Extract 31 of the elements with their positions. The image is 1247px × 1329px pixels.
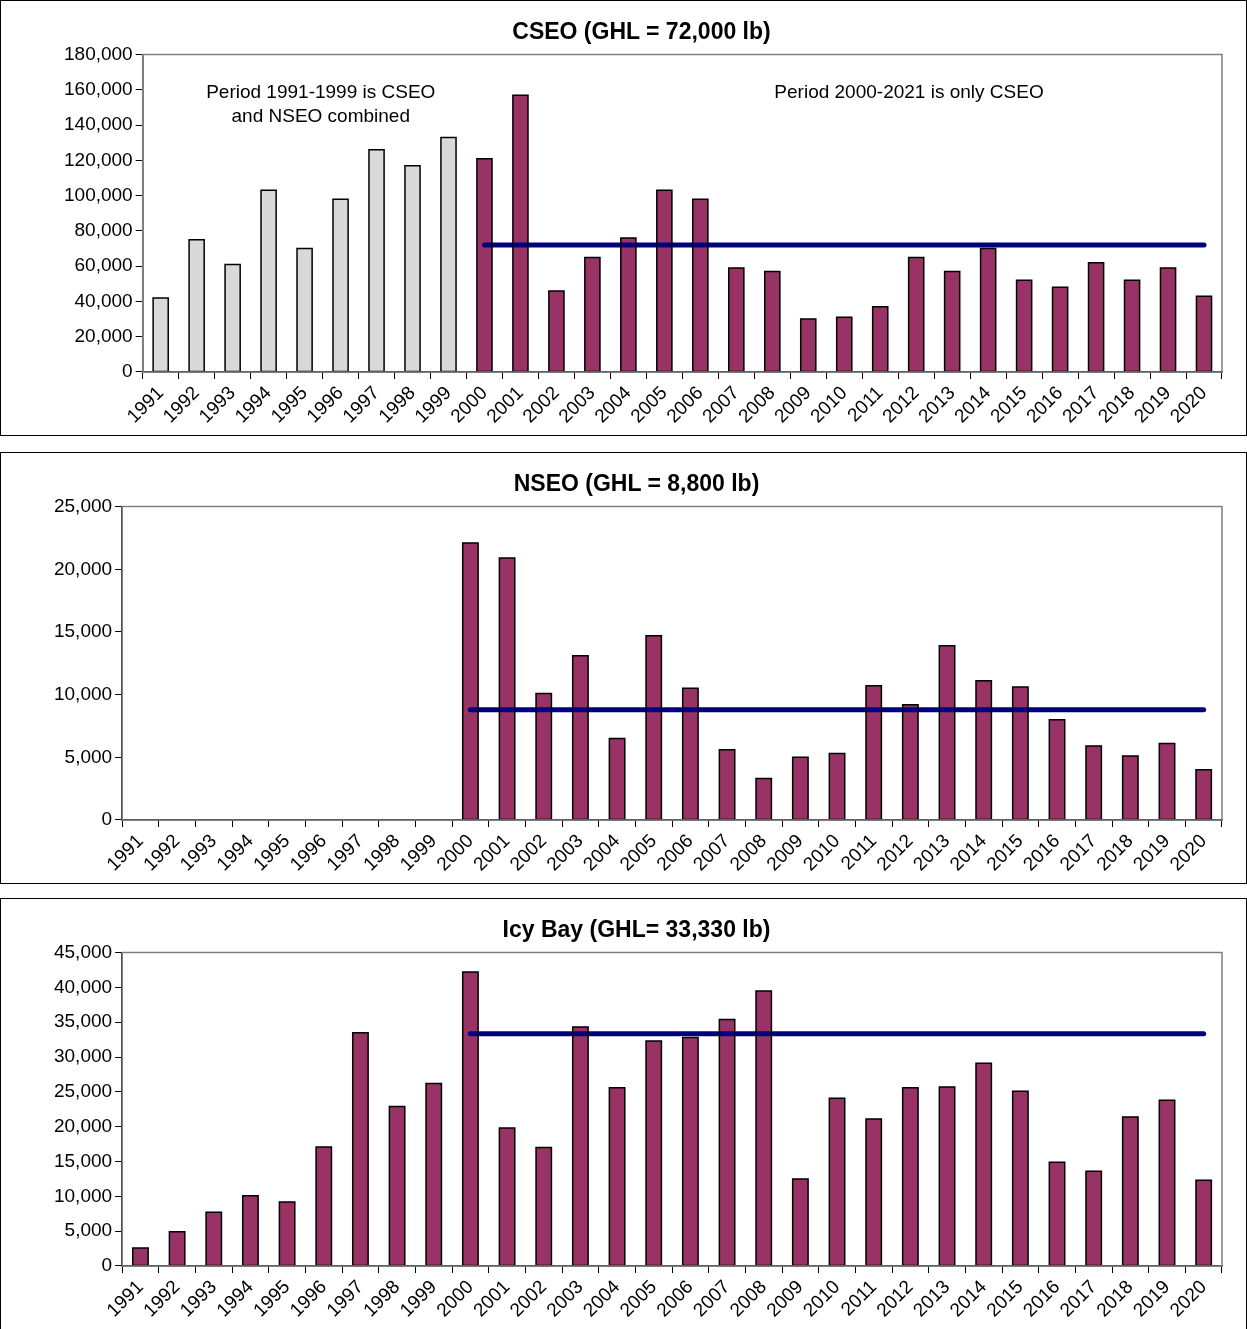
y-tick-label: 140,000 xyxy=(63,113,133,135)
y-tick-label: 80,000 xyxy=(74,219,133,241)
y-tick-label: 20,000 xyxy=(53,1114,113,1136)
annotation: Period 2000-2021 is only CSEO xyxy=(774,81,1044,103)
chart-title: CSEO (GHL = 72,000 lb) xyxy=(512,18,771,45)
y-tick-label: 10,000 xyxy=(53,1184,113,1206)
chart-title: Icy Bay (GHL= 33,330 lb) xyxy=(502,916,771,943)
y-tick-label: 10,000 xyxy=(53,682,113,704)
y-tick-label: 25,000 xyxy=(53,1080,113,1102)
annotation: Period 1991-1999 is CSEO and NSEO combined xyxy=(206,81,436,127)
y-tick-label: 0 xyxy=(101,1254,113,1276)
y-tick-label: 15,000 xyxy=(53,620,113,642)
y-tick-label: 30,000 xyxy=(53,1045,113,1067)
y-tick-label: 0 xyxy=(101,808,113,830)
y-tick-label: 45,000 xyxy=(53,940,113,962)
y-tick-label: 0 xyxy=(122,360,133,382)
y-tick-label: 100,000 xyxy=(63,183,133,205)
y-tick-label: 60,000 xyxy=(74,254,133,276)
y-tick-label: 5,000 xyxy=(64,745,113,767)
y-tick-label: 25,000 xyxy=(53,494,113,516)
chart-title: NSEO (GHL = 8,800 lb) xyxy=(513,470,760,497)
y-tick-label: 15,000 xyxy=(53,1149,113,1171)
y-tick-label: 5,000 xyxy=(64,1219,113,1241)
y-tick-label: 160,000 xyxy=(63,78,133,100)
y-tick-label: 40,000 xyxy=(74,289,133,311)
y-tick-label: 20,000 xyxy=(53,557,113,579)
y-tick-label: 120,000 xyxy=(63,148,133,170)
y-tick-label: 35,000 xyxy=(53,1010,113,1032)
y-tick-label: 20,000 xyxy=(74,324,133,346)
y-tick-label: 180,000 xyxy=(63,42,133,64)
y-tick-label: 40,000 xyxy=(53,975,113,997)
